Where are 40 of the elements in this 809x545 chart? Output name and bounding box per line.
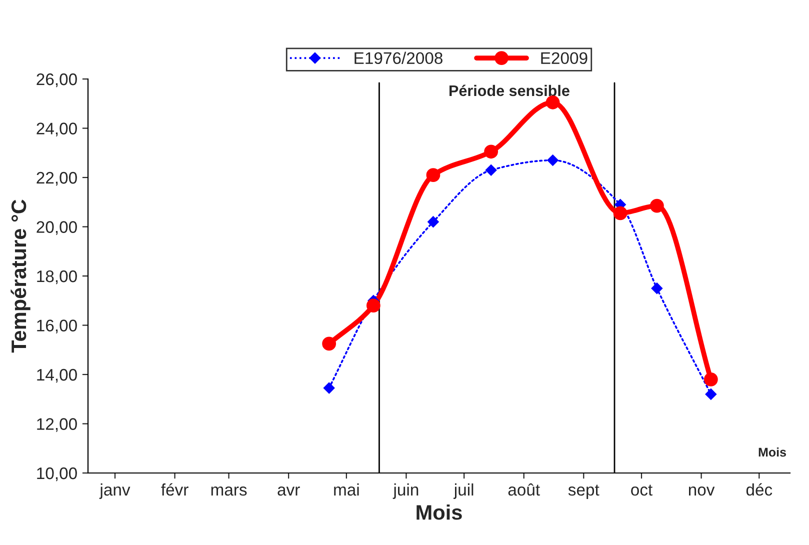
point [705, 388, 717, 400]
y-tick-label: 26,00 [36, 73, 77, 88]
x-tick-label: août [508, 483, 540, 496]
y-tick-label: 24,00 [36, 122, 77, 136]
y-tick-label: 10,00 [37, 467, 77, 482]
x-tick-label: oct [631, 484, 652, 496]
point [484, 144, 498, 159]
point [428, 216, 439, 228]
y-tick-label: 20,00 [36, 221, 77, 235]
y-tick-label: 16,00 [37, 320, 77, 334]
x-tick-label: sept [568, 484, 600, 499]
x-tick-label: juin [392, 483, 418, 499]
point [704, 372, 718, 386]
x-tick-label: janv [99, 483, 130, 499]
y-axis-title: Température °C [10, 200, 30, 353]
point [366, 298, 380, 312]
x-tick-label: févr [161, 483, 188, 496]
point [426, 168, 440, 182]
annotation: Période sensible [450, 84, 570, 96]
x-tick-label: mai [334, 483, 359, 496]
point [613, 206, 628, 220]
x-tick-label: avr [278, 486, 300, 496]
point [651, 282, 663, 294]
x-axis-title: Mois [758, 447, 786, 457]
x-tick-label: déc [746, 483, 772, 496]
y-tick-label: 22,00 [36, 172, 77, 186]
y-tick-label: 12,00 [37, 418, 77, 432]
x-tick-label: mars [211, 486, 247, 496]
legend-label: E2009 [541, 52, 588, 64]
point [322, 336, 336, 351]
x-tick-label: nov [688, 486, 715, 496]
text: Mois [416, 504, 462, 520]
point [323, 382, 335, 394]
y-tick-label: 18,00 [37, 270, 77, 284]
x-tick-label: juil [453, 483, 474, 499]
point [650, 198, 664, 213]
y-tick-label: 14,00 [37, 368, 77, 383]
legend-label: E1976/2008 [354, 52, 442, 64]
point [547, 154, 558, 166]
point [485, 164, 497, 176]
